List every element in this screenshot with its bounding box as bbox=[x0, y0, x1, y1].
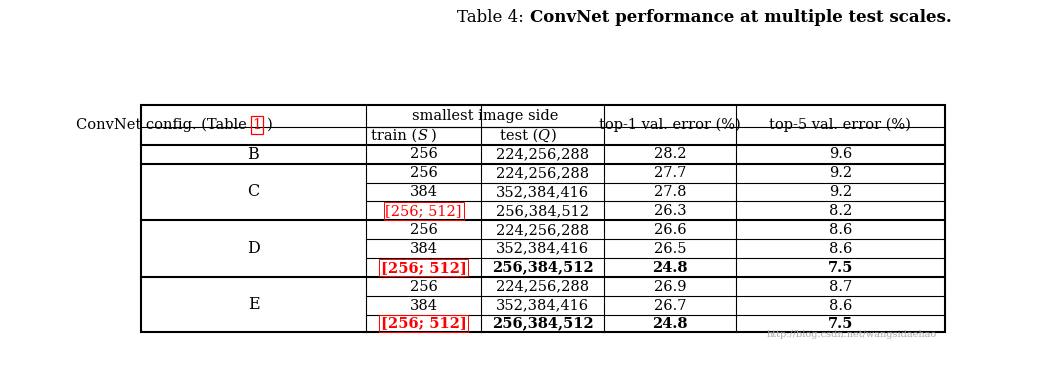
Text: test (: test ( bbox=[501, 129, 539, 143]
Text: top-5 val. error (%): top-5 val. error (%) bbox=[769, 118, 911, 132]
Text: [256; 512]: [256; 512] bbox=[381, 261, 467, 275]
Text: 384: 384 bbox=[410, 298, 437, 313]
Text: 24.8: 24.8 bbox=[652, 261, 687, 275]
Bar bbox=[141, 105, 945, 332]
Text: 256: 256 bbox=[410, 166, 437, 180]
Text: ): ) bbox=[431, 129, 437, 143]
Text: 384: 384 bbox=[410, 185, 437, 199]
Text: 256,384,512: 256,384,512 bbox=[497, 204, 589, 218]
Text: 26.7: 26.7 bbox=[653, 298, 686, 313]
Text: [256; 512]: [256; 512] bbox=[385, 204, 462, 218]
Text: 8.6: 8.6 bbox=[828, 242, 851, 256]
Text: ConvNet config. (Table: ConvNet config. (Table bbox=[76, 118, 252, 132]
Text: 27.8: 27.8 bbox=[653, 185, 686, 199]
Text: D: D bbox=[247, 240, 259, 257]
Text: smallest image side: smallest image side bbox=[412, 109, 558, 123]
Text: 224,256,288: 224,256,288 bbox=[497, 147, 589, 161]
Text: 352,384,416: 352,384,416 bbox=[497, 185, 589, 199]
Text: 256,384,512: 256,384,512 bbox=[491, 316, 594, 331]
Text: [256; 512]: [256; 512] bbox=[381, 316, 467, 331]
Text: 8.7: 8.7 bbox=[828, 280, 851, 294]
Text: 26.5: 26.5 bbox=[653, 242, 686, 256]
Text: E: E bbox=[248, 296, 259, 313]
Text: S: S bbox=[417, 129, 427, 143]
Text: 256,384,512: 256,384,512 bbox=[491, 261, 594, 275]
Text: 26.9: 26.9 bbox=[653, 280, 686, 294]
Text: 9.2: 9.2 bbox=[829, 166, 851, 180]
Text: Q: Q bbox=[538, 129, 550, 143]
Text: 224,256,288: 224,256,288 bbox=[497, 280, 589, 294]
Text: 9.2: 9.2 bbox=[829, 185, 851, 199]
Text: 26.6: 26.6 bbox=[653, 223, 686, 237]
Text: 24.8: 24.8 bbox=[652, 316, 687, 331]
Text: 256: 256 bbox=[410, 280, 437, 294]
Text: 7.5: 7.5 bbox=[827, 316, 852, 331]
Text: ): ) bbox=[551, 129, 557, 143]
Text: 28.2: 28.2 bbox=[653, 147, 686, 161]
Text: 8.2: 8.2 bbox=[828, 204, 851, 218]
Text: 256: 256 bbox=[410, 147, 437, 161]
Text: ConvNet performance at multiple test scales.: ConvNet performance at multiple test sca… bbox=[530, 9, 951, 26]
Text: 384: 384 bbox=[410, 242, 437, 256]
Text: 352,384,416: 352,384,416 bbox=[497, 242, 589, 256]
Text: 224,256,288: 224,256,288 bbox=[497, 166, 589, 180]
Text: http://blog.csdn.net/wangsidaehao: http://blog.csdn.net/wangsidaehao bbox=[767, 331, 937, 339]
Text: 27.7: 27.7 bbox=[653, 166, 686, 180]
Text: Table 4:: Table 4: bbox=[457, 9, 530, 26]
Text: top-1 val. error (%): top-1 val. error (%) bbox=[599, 118, 741, 132]
Text: 8.6: 8.6 bbox=[828, 298, 851, 313]
Text: B: B bbox=[248, 146, 259, 163]
Text: train (: train ( bbox=[371, 129, 417, 143]
Text: 256: 256 bbox=[410, 223, 437, 237]
Text: 9.6: 9.6 bbox=[828, 147, 851, 161]
Text: 8.6: 8.6 bbox=[828, 223, 851, 237]
Text: 7.5: 7.5 bbox=[827, 261, 852, 275]
Text: 224,256,288: 224,256,288 bbox=[497, 223, 589, 237]
Text: ): ) bbox=[267, 118, 273, 132]
Text: 26.3: 26.3 bbox=[653, 204, 686, 218]
Text: 1: 1 bbox=[253, 118, 262, 132]
Text: 352,384,416: 352,384,416 bbox=[497, 298, 589, 313]
Text: C: C bbox=[248, 183, 259, 200]
